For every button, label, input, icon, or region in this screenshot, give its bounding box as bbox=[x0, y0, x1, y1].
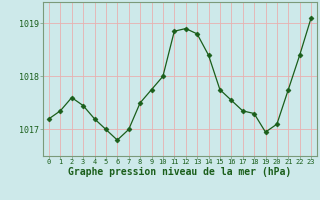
X-axis label: Graphe pression niveau de la mer (hPa): Graphe pression niveau de la mer (hPa) bbox=[68, 167, 292, 177]
